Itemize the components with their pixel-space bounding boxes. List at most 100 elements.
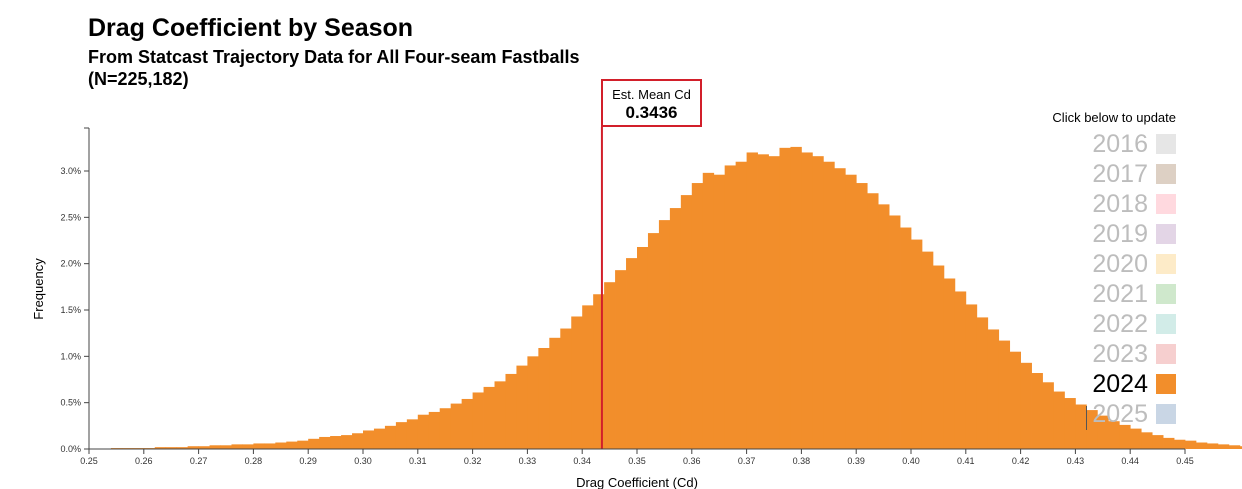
legend-swatch[interactable] (1156, 314, 1176, 334)
legend-items: 2016 2017 2018 2019 2020 2021 2022 2023 2024 2025 (1000, 129, 1176, 429)
histogram-bar (308, 438, 320, 449)
chart-subtitle: From Statcast Trajectory Data for All Fo… (88, 46, 579, 90)
histogram-bar (571, 316, 583, 449)
legend-swatch[interactable] (1156, 284, 1176, 304)
histogram-bar (297, 440, 309, 449)
x-tick-label: 0.34 (573, 456, 591, 466)
histogram-bar (176, 447, 189, 449)
histogram-bar (1217, 444, 1230, 449)
histogram-bar (1020, 362, 1032, 449)
histogram-bar (779, 147, 791, 450)
legend-swatch[interactable] (1156, 374, 1176, 394)
mean-callout-value: 0.3436 (625, 103, 678, 122)
histogram-bar (637, 246, 649, 449)
legend-item-2017[interactable]: 2017 (1000, 159, 1176, 189)
histogram-bar (834, 168, 846, 449)
histogram-bar (1097, 415, 1109, 449)
legend-year-label: 2016 (1092, 130, 1148, 158)
histogram-bar (1086, 410, 1098, 449)
histogram-bar (187, 446, 199, 449)
legend-swatch[interactable] (1156, 134, 1176, 154)
legend-year-label: 2024 (1092, 370, 1148, 398)
histogram-bar (439, 408, 452, 449)
histogram-bar (746, 152, 758, 449)
chart-title: Drag Coefficient by Season (88, 14, 414, 42)
histogram-bar (1075, 404, 1087, 449)
histogram-bar (615, 270, 627, 449)
histogram-bar (461, 398, 473, 449)
x-tick-label: 0.43 (1067, 456, 1085, 466)
histogram-bar (505, 373, 517, 449)
histogram-bar (812, 156, 824, 449)
axes: 0.25 0.26 0.27 0.28 0.29 0.30 0.31 0.32 0.33 0.34… (60, 127, 1194, 466)
x-tick-label: 0.42 (1012, 456, 1030, 466)
legend-year-label: 2020 (1092, 250, 1148, 278)
histogram-bar (384, 425, 397, 449)
histogram-bar (582, 305, 594, 449)
histogram-bar (538, 347, 550, 449)
histogram-bar (253, 443, 265, 449)
legend-item-2016[interactable]: 2016 (1000, 129, 1176, 159)
histogram-bar (900, 227, 912, 449)
histogram-bars (110, 146, 1242, 450)
legend-swatch[interactable] (1156, 404, 1176, 424)
legend-swatch[interactable] (1156, 164, 1176, 184)
histogram-bar (154, 447, 167, 449)
histogram-bar (1064, 398, 1076, 449)
legend-swatch[interactable] (1156, 194, 1176, 214)
histogram-bar (757, 154, 769, 449)
legend-year-label: 2025 (1092, 400, 1148, 428)
x-tick-label: 0.37 (738, 456, 756, 466)
histogram-bar (604, 282, 616, 449)
histogram-bar (954, 291, 967, 449)
histogram-bar (647, 233, 660, 449)
histogram-bar (1042, 382, 1054, 449)
legend-item-2019[interactable]: 2019 (1000, 219, 1176, 249)
legend-year-label: 2022 (1092, 310, 1148, 338)
text-cursor (1086, 406, 1087, 430)
x-tick-label: 0.30 (354, 456, 372, 466)
histogram-bar (373, 428, 386, 449)
legend-item-2021[interactable]: 2021 (1000, 279, 1176, 309)
histogram-bar (1108, 421, 1120, 449)
histogram-bar (1009, 351, 1021, 449)
histogram-bar (527, 356, 539, 449)
x-tick-label: 0.38 (793, 456, 811, 466)
legend-item-2025[interactable]: 2025 (1000, 399, 1176, 429)
histogram-bar (911, 239, 923, 449)
histogram-bar (1119, 424, 1131, 449)
histogram-bar (494, 381, 506, 449)
legend-swatch[interactable] (1156, 224, 1176, 244)
histogram-bar (231, 444, 243, 449)
legend-item-2022[interactable]: 2022 (1000, 309, 1176, 339)
legend-swatch[interactable] (1156, 254, 1176, 274)
x-tick-label: 0.45 (1176, 456, 1194, 466)
histogram-bar (1206, 443, 1219, 449)
legend-item-2020[interactable]: 2020 (1000, 249, 1176, 279)
legend-year-label: 2019 (1092, 220, 1148, 248)
histogram-bar (549, 337, 561, 449)
histogram-bar (1195, 442, 1208, 449)
histogram-bar (626, 258, 638, 449)
histogram-bar (713, 174, 726, 449)
histogram-bar (593, 294, 605, 449)
x-tick-label: 0.27 (190, 456, 208, 466)
histogram-bar (417, 414, 430, 449)
legend-year-label: 2017 (1092, 160, 1148, 188)
histogram-bar (341, 435, 353, 449)
legend-item-2018[interactable]: 2018 (1000, 189, 1176, 219)
legend-item-2024[interactable]: 2024 (1000, 369, 1176, 399)
x-tick-label: 0.35 (628, 456, 646, 466)
histogram-bar (1185, 440, 1197, 449)
histogram-bar (220, 445, 232, 449)
x-tick-label: 0.25 (80, 456, 98, 466)
y-tick-label: 1.0% (60, 351, 81, 361)
histogram-bar (363, 430, 375, 449)
histogram-bar (976, 317, 989, 449)
legend-year-label: 2021 (1092, 280, 1148, 308)
legend-swatch[interactable] (1156, 344, 1176, 364)
histogram-bar (483, 386, 495, 449)
histogram-bar (669, 208, 682, 449)
histogram-bar (845, 174, 857, 449)
legend-item-2023[interactable]: 2023 (1000, 339, 1176, 369)
